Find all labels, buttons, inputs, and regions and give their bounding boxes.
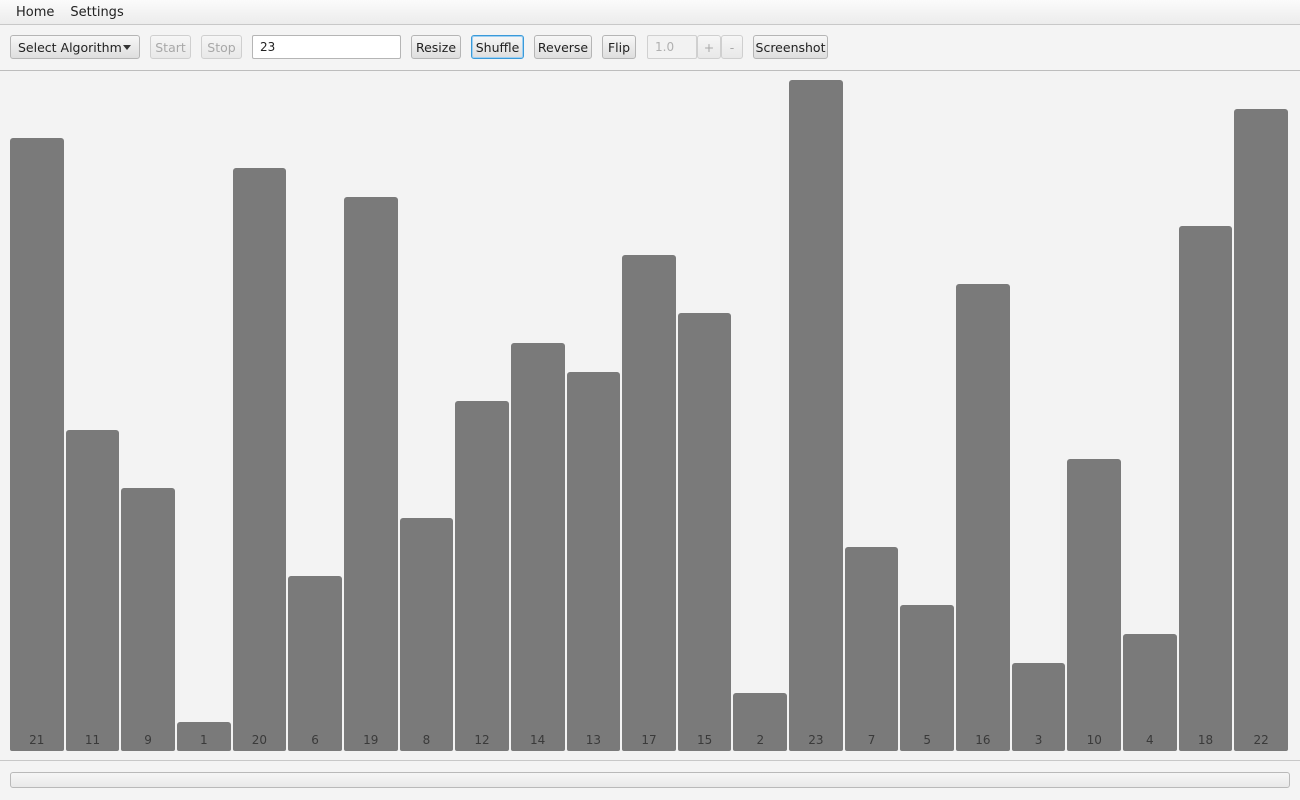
bar: 6	[288, 576, 342, 751]
bar-label: 16	[975, 733, 991, 747]
bar-label: 10	[1086, 733, 1102, 747]
bar-label: 14	[530, 733, 546, 747]
reverse-button[interactable]: Reverse	[534, 35, 592, 59]
bar: 5	[900, 605, 955, 751]
speed-value: 1.0	[655, 40, 675, 54]
bar-label: 6	[311, 733, 319, 747]
bar: 15	[677, 313, 732, 751]
bar-label: 11	[84, 733, 101, 747]
menu-settings[interactable]: Settings	[70, 4, 124, 20]
bar-label: 5	[923, 733, 932, 747]
progress-bar	[10, 772, 1290, 788]
bar-label: 1	[199, 733, 208, 747]
chevron-down-icon	[123, 45, 131, 50]
bar: 21	[10, 138, 64, 751]
bar-chart-area: 21 11 9 1 20 6 19 8 12 14 13 17 15 2 23 7 5 16 3 10 4 18 22	[0, 71, 1300, 761]
bar-label: 9	[144, 733, 152, 747]
speed-increase-button[interactable]: +	[697, 35, 721, 59]
bar: 10	[1067, 459, 1122, 751]
menu-home[interactable]: Home	[16, 4, 55, 20]
algorithm-select[interactable]: Select Algorithm	[10, 35, 140, 59]
bar: 1	[176, 722, 231, 751]
bar-label: 17	[641, 733, 657, 747]
bar-label: 2	[756, 733, 765, 747]
bar-label: 22	[1253, 733, 1269, 747]
bar-label: 7	[867, 733, 876, 747]
bar-label: 13	[585, 733, 601, 747]
bar: 8	[399, 518, 454, 751]
menu-bar: Home Settings	[0, 0, 1300, 25]
bar: 16	[956, 284, 1010, 751]
bar-label: 8	[422, 733, 431, 747]
bar: 14	[510, 343, 565, 751]
bar-label: 21	[29, 733, 45, 747]
bar: 20	[232, 168, 287, 751]
bar: 22	[1234, 109, 1288, 751]
bar: 7	[844, 547, 899, 751]
bar: 17	[622, 255, 676, 751]
bar-chart: 21 11 9 1 20 6 19 8 12 14 13 17 15 2 23 7 5 16 3 10 4 18 22	[0, 71, 1300, 761]
bar-label: 20	[251, 733, 268, 747]
bar: 11	[65, 430, 120, 751]
speed-decrease-button[interactable]: -	[721, 35, 743, 59]
bar-label: 12	[474, 733, 490, 747]
bar: 3	[1011, 663, 1066, 751]
array-size-value: 23	[260, 40, 276, 54]
bar: 23	[789, 80, 843, 751]
toolbar: Select Algorithm Start Stop 23 Resize Sh…	[0, 25, 1300, 71]
bar-label: 18	[1197, 733, 1214, 747]
stop-button[interactable]: Stop	[201, 35, 242, 59]
speed-input[interactable]: 1.0	[647, 35, 697, 59]
start-button[interactable]: Start	[150, 35, 191, 59]
bar: 4	[1123, 634, 1177, 751]
bar: 13	[566, 372, 621, 751]
bar-label: 19	[363, 733, 379, 747]
bar-label: 3	[1034, 733, 1043, 747]
resize-button[interactable]: Resize	[411, 35, 461, 59]
shuffle-button[interactable]: Shuffle	[471, 35, 524, 59]
screenshot-button[interactable]: Screenshot	[753, 35, 828, 59]
bar-label: 4	[1146, 733, 1154, 747]
bar: 18	[1178, 226, 1233, 751]
array-size-input[interactable]: 23	[252, 35, 401, 59]
bar-label: 15	[696, 733, 713, 747]
bar: 19	[343, 197, 398, 751]
bar: 12	[455, 401, 509, 751]
bar: 2	[733, 693, 788, 751]
bar-label: 23	[808, 733, 824, 747]
flip-button[interactable]: Flip	[602, 35, 636, 59]
bar: 9	[121, 488, 175, 751]
algorithm-select-label: Select Algorithm	[18, 39, 122, 55]
